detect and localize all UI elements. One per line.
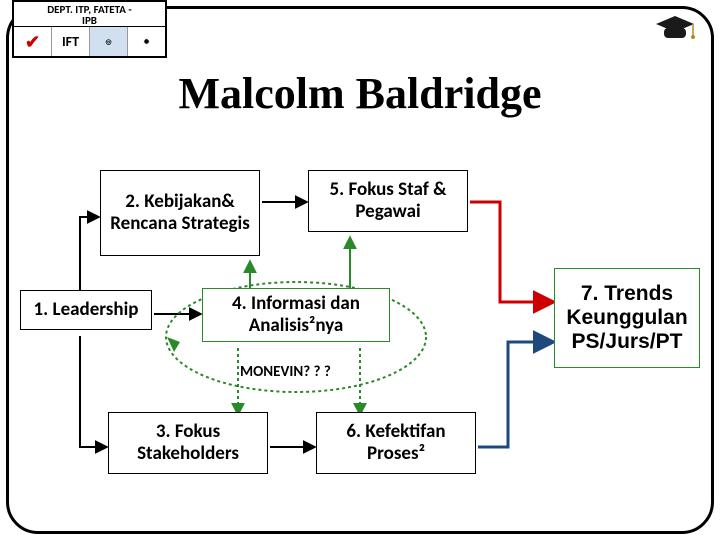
logo-banpt: ✔ [14, 27, 52, 56]
page-title: Malcolm Baldridge [0, 68, 720, 119]
box-trends: 7. Trends Keunggulan PS/Jurs/PT [554, 268, 700, 368]
dept-logos: ✔ IFT ◎ ✹ [14, 26, 165, 56]
box-label: 3. Fokus Stakeholders [115, 421, 261, 465]
box-label: 5. Fokus Staf & Pegawai [315, 179, 461, 223]
diagram-area: 1. Leadership 2. Kebijakan& Rencana Stra… [20, 148, 700, 526]
box-kebijakan: 2. Kebijakan& Rencana Strategis [100, 170, 260, 256]
dept-title: DEPT. ITP, FATETA - IPB [14, 2, 165, 26]
box-label: 7. Trends Keunggulan PS/Jurs/PT [563, 282, 691, 354]
box-kefektifan: 6. Kefektifan Proses² [316, 412, 476, 474]
logo-pafp: ◎ [90, 27, 128, 56]
box-leadership: 1. Leadership [20, 290, 152, 330]
box-label: 6. Kefektifan Proses² [323, 421, 469, 465]
logo-ipb: ✹ [128, 27, 165, 56]
box-label: 4. Informasi dan Analisis²nya [209, 293, 383, 337]
monevin-label: MONEVIN? ? ? [240, 363, 331, 381]
dept-badge: DEPT. ITP, FATETA - IPB ✔ IFT ◎ ✹ [12, 0, 167, 58]
graduation-cap-icon [654, 14, 696, 49]
box-fokus-staf: 5. Fokus Staf & Pegawai [308, 170, 468, 232]
box-fokus-stakeholders: 3. Fokus Stakeholders [108, 412, 268, 474]
box-label: 2. Kebijakan& Rencana Strategis [107, 191, 253, 235]
box-label: 1. Leadership [34, 299, 139, 321]
logo-ift: IFT [52, 27, 90, 56]
dept-line2: IPB [82, 14, 97, 27]
box-informasi: 4. Informasi dan Analisis²nya [202, 288, 390, 342]
